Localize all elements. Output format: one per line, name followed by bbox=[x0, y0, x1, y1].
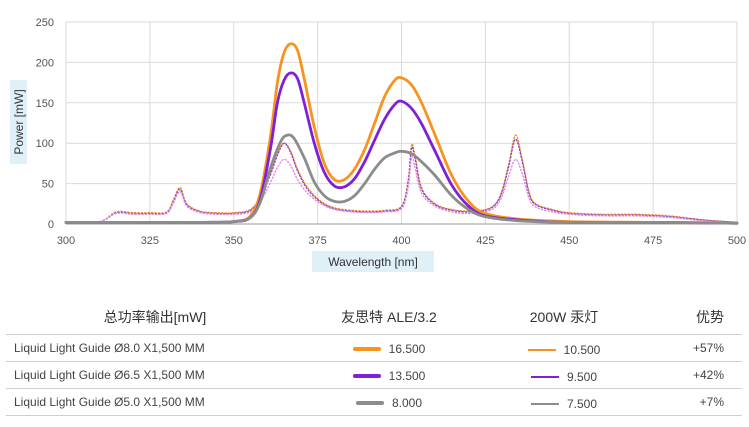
y-tick-label: 200 bbox=[36, 57, 54, 69]
x-tick-label: 325 bbox=[141, 235, 159, 247]
legend-row-label: Liquid Light Guide Ø8.0 X1,500 MM bbox=[6, 334, 304, 362]
y-axis-title: Power [mW] bbox=[12, 89, 26, 154]
legend-mercury-value: 10.500 bbox=[563, 342, 601, 357]
legend-ale-cell: 13.500 bbox=[304, 361, 474, 389]
header-advantage: 优势 bbox=[696, 309, 724, 325]
x-tick-label: 375 bbox=[308, 235, 326, 247]
legend-ale-swatch-wrap: 8.000 bbox=[355, 396, 423, 410]
x-axis-title-bg bbox=[312, 251, 434, 272]
legend-mercury-cell: 7.500 bbox=[474, 388, 654, 416]
legend-ale-value: 16.500 bbox=[388, 342, 426, 356]
x-tick-label: 400 bbox=[392, 235, 410, 247]
x-axis-title-group: Wavelength [nm] bbox=[312, 251, 434, 272]
x-tick-label: 475 bbox=[644, 235, 662, 247]
legend-ale-value: 13.500 bbox=[388, 369, 426, 383]
dotted-series-line-5 bbox=[65, 156, 738, 224]
legend-ale-swatch bbox=[352, 374, 381, 378]
solid-series-line-2 bbox=[64, 133, 739, 225]
header-mercury-lamp: 200W 汞灯 bbox=[529, 309, 599, 325]
legend-mercury-swatch bbox=[527, 348, 556, 351]
y-axis-title-bg bbox=[10, 80, 27, 164]
legend-header-row: 总功率输出[mW] 友思特 ALE/3.2 200W 汞灯 优势 bbox=[6, 300, 742, 335]
legend-mercury-cell: 10.500 bbox=[474, 334, 654, 362]
legend-mercury-swatch-wrap: 10.500 bbox=[527, 342, 601, 357]
legend-advantage-value: +57% bbox=[654, 334, 742, 362]
x-axis-title: Wavelength [nm] bbox=[328, 255, 418, 269]
dotted-series-line-3 bbox=[65, 134, 738, 224]
solid-series-line-0 bbox=[64, 42, 739, 225]
legend-ale-cell: 16.500 bbox=[304, 334, 474, 362]
y-tick-label: 150 bbox=[36, 98, 54, 110]
legend-mercury-swatch bbox=[530, 375, 559, 378]
legend-mercury-cell: 9.500 bbox=[474, 361, 654, 389]
dotted-series-line-4 bbox=[65, 138, 738, 224]
header-total-power: 总功率输出[mW] bbox=[103, 309, 207, 325]
x-tick-label: 425 bbox=[476, 235, 494, 247]
y-tick-label: 250 bbox=[36, 17, 54, 29]
header-ale: 友思特 ALE/3.2 bbox=[341, 309, 437, 325]
legend-row: Liquid Light Guide Ø6.5 X1,500 MM 13.500 9… bbox=[6, 361, 742, 389]
legend-ale-swatch-wrap: 16.500 bbox=[352, 342, 426, 356]
series-layer bbox=[64, 42, 739, 225]
y-axis-title-group: Power [mW] bbox=[10, 80, 27, 164]
legend-mercury-value: 9.500 bbox=[566, 369, 598, 384]
legend-ale-value: 8.000 bbox=[391, 396, 423, 410]
legend-advantage-value: +7% bbox=[654, 388, 742, 416]
legend-row-label: Liquid Light Guide Ø6.5 X1,500 MM bbox=[6, 361, 304, 389]
x-tick-label: 300 bbox=[57, 235, 75, 247]
y-tick-label: 50 bbox=[42, 179, 54, 191]
legend-row: Liquid Light Guide Ø5.0 X1,500 MM 8.000 7.… bbox=[6, 388, 742, 416]
legend-mercury-swatch-wrap: 9.500 bbox=[530, 369, 598, 384]
x-tick-label: 450 bbox=[560, 235, 578, 247]
legend-table: 总功率输出[mW] 友思特 ALE/3.2 200W 汞灯 优势 Liquid … bbox=[6, 300, 742, 416]
legend-row-label: Liquid Light Guide Ø5.0 X1,500 MM bbox=[6, 388, 304, 416]
grid-lines bbox=[65, 21, 738, 225]
legend-row: Liquid Light Guide Ø8.0 X1,500 MM 16.500 1… bbox=[6, 334, 742, 362]
x-tick-label: 500 bbox=[728, 235, 746, 247]
legend-ale-swatch-wrap: 13.500 bbox=[352, 369, 426, 383]
legend-mercury-value: 7.500 bbox=[566, 396, 598, 411]
legend-advantage-value: +42% bbox=[654, 361, 742, 389]
y-tick-label: 100 bbox=[36, 138, 54, 150]
legend-mercury-swatch bbox=[530, 402, 559, 405]
spectrum-chart: 0 50 100 150 200 250 300 325 350 375 400 425 450 475 5… bbox=[10, 17, 747, 272]
x-tick-label: 350 bbox=[225, 235, 243, 247]
legend-ale-cell: 8.000 bbox=[304, 388, 474, 416]
y-tick-label: 0 bbox=[48, 219, 54, 231]
legend-mercury-swatch-wrap: 7.500 bbox=[530, 396, 598, 411]
legend-ale-swatch bbox=[352, 347, 381, 351]
legend-ale-swatch bbox=[355, 401, 384, 405]
tick-labels: 0 50 100 150 200 250 300 325 350 375 400 425 450 475 5… bbox=[36, 17, 747, 247]
